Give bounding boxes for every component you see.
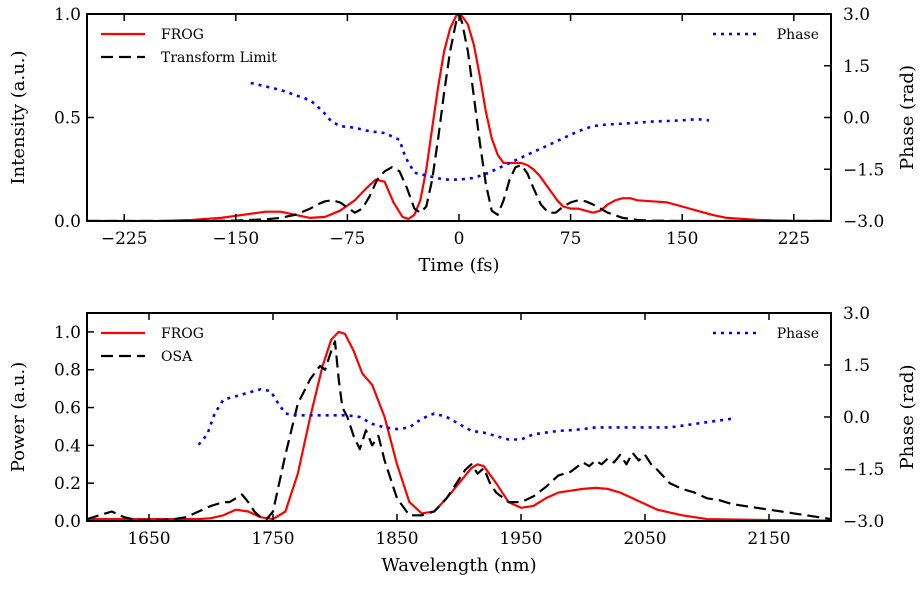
x-tick-label: 1650: [127, 529, 170, 549]
y-tick-label: 0.8: [54, 361, 81, 381]
legend-label: Transform Limit: [161, 50, 277, 66]
y2-tick-label: 3.0: [843, 5, 870, 25]
y2-tick-label: 1.5: [843, 356, 870, 376]
axes-frame: [86, 312, 832, 522]
legend-label: Phase: [777, 326, 819, 342]
series-line-frog: [87, 330, 831, 521]
x-tick-label: 1950: [499, 529, 542, 549]
series-line-phase: [250, 81, 710, 181]
y2-tick-label: 1.5: [843, 57, 870, 77]
y2-tick-label: 0.0: [843, 109, 870, 129]
y2-tick-label: −3.0: [843, 212, 884, 232]
legend-label: FROG: [161, 326, 204, 342]
wavelength-domain-chart: 1650 1750 1850 1950 2050 2150 0.0 0.2 0.4 0.6 0.8 1…: [8, 304, 918, 576]
x-tick-label: −225: [101, 229, 148, 249]
y-tick-label: 0.6: [54, 399, 81, 419]
y2-tick-label: −1.5: [843, 160, 884, 180]
series-line-frog: [87, 14, 831, 221]
y2-tick-label: −1.5: [843, 460, 884, 480]
x-tick-label: 1850: [375, 529, 418, 549]
series-line-osa: [87, 340, 831, 521]
axes-frame: [86, 13, 832, 222]
y2-axis-label: Phase (rad): [897, 365, 918, 470]
y2-tick-label: 0.0: [843, 408, 870, 428]
x-tick-label: 150: [666, 229, 698, 249]
x-tick-label: −150: [212, 229, 259, 249]
x-tick-label: 225: [778, 229, 810, 249]
legend-label: FROG: [161, 27, 204, 43]
y2-tick-label: 3.0: [843, 304, 870, 324]
x-tick-label: 2050: [623, 529, 666, 549]
y-tick-label: 0.0: [54, 512, 81, 532]
y2-tick-label: −3.0: [843, 512, 884, 532]
legend-label: Phase: [777, 27, 819, 43]
plot-area: [87, 330, 831, 521]
plot-area: [87, 14, 831, 221]
y-tick-label: 0.0: [54, 212, 81, 232]
time-domain-chart: −225 −150 −75 0 75 150 225 0.0 0.5 1.0 −3.0 −1.5 0.0…: [8, 5, 918, 276]
x-tick-label: 0: [454, 229, 465, 249]
x-tick-label: 1750: [251, 529, 294, 549]
x-tick-label: 75: [560, 229, 582, 249]
x-tick-label: −75: [329, 229, 365, 249]
y-tick-label: 1.0: [54, 323, 81, 343]
y-axis-label: Intensity (a.u.): [8, 50, 29, 184]
y-tick-label: 0.5: [54, 109, 81, 129]
x-axis-label: Wavelength (nm): [381, 555, 536, 576]
y2-axis-label: Phase (rad): [897, 65, 918, 170]
y-axis-label: Power (a.u.): [8, 362, 29, 472]
legend-label: OSA: [161, 349, 193, 365]
series-line-phase: [197, 387, 732, 446]
y-tick-label: 0.2: [54, 474, 81, 494]
y-tick-label: 0.4: [54, 436, 81, 456]
y-tick-label: 1.0: [54, 5, 81, 25]
x-tick-label: 2150: [747, 529, 790, 549]
series-line-transform-limit: [87, 14, 831, 221]
x-axis-label: Time (fs): [418, 255, 499, 276]
